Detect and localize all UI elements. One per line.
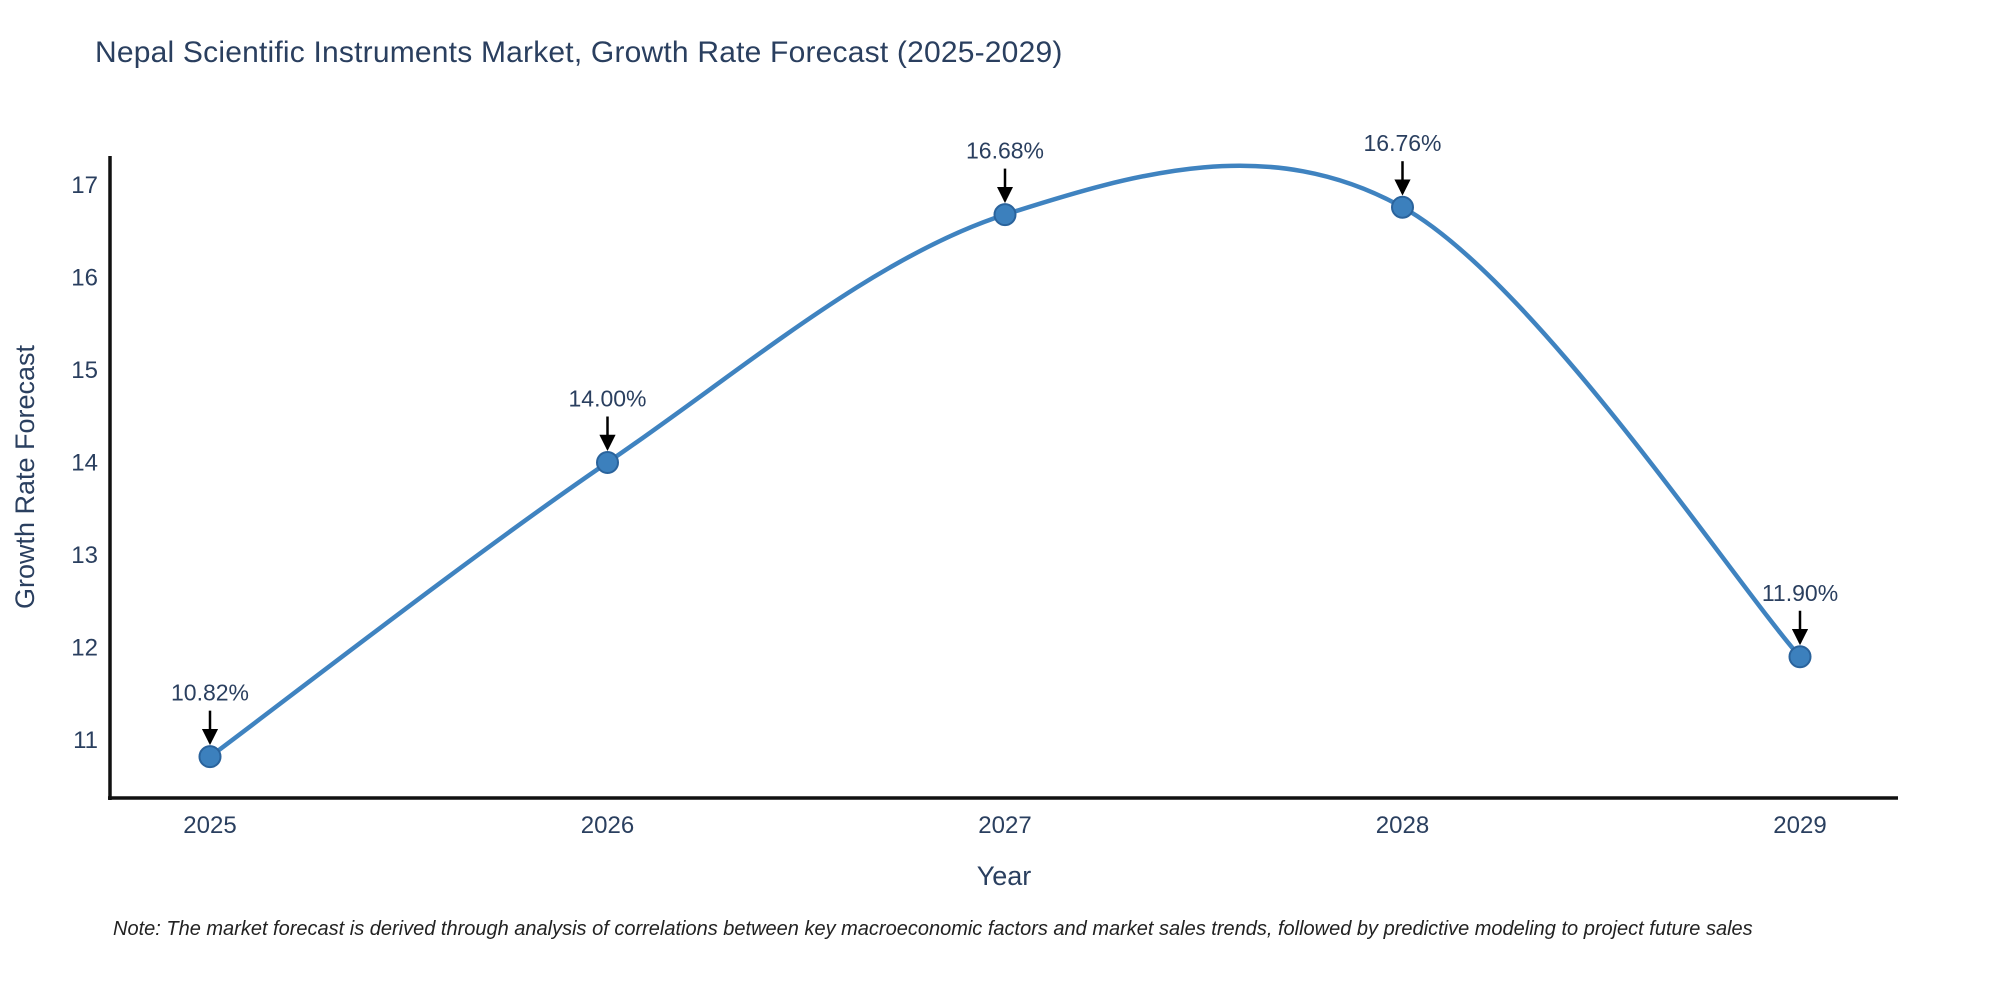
x-tick-label: 2027	[978, 812, 1031, 839]
point-value-label: 16.76%	[1363, 130, 1441, 156]
y-tick-label: 17	[71, 172, 98, 199]
data-point-marker[interactable]	[596, 451, 619, 474]
data-point-marker[interactable]	[1391, 195, 1414, 219]
data-point-marker[interactable]	[993, 203, 1017, 227]
data-point-marker[interactable]	[1788, 645, 1812, 669]
y-tick-label: 15	[71, 357, 98, 384]
y-tick-label: 13	[71, 542, 98, 569]
point-value-label: 14.00%	[568, 386, 646, 412]
x-tick-label: 2025	[183, 812, 236, 839]
y-axis-title: Growth Rate Forecast	[10, 344, 40, 609]
data-annotations: 10.82% 14.00% 16.68% 16.76% 11.90%	[171, 130, 1838, 746]
y-tick-label: 16	[71, 265, 98, 292]
forecast-line	[207, 163, 1803, 759]
point-value-label: 10.82%	[171, 680, 249, 706]
y-tick-label: 12	[71, 635, 98, 662]
x-tick-label: 2026	[581, 812, 634, 839]
footnote: Note: The market forecast is derived thr…	[113, 918, 1753, 940]
axes: 11 12 13 14 15 16 17 2025 2026 2027 2028 2029 Growth…	[10, 156, 1898, 891]
chart-title: Nepal Scientific Instruments Market, Gro…	[95, 36, 1063, 69]
data-point-marker[interactable]	[198, 745, 222, 769]
x-tick-label: 2028	[1376, 812, 1429, 839]
x-tick-label: 2029	[1773, 812, 1826, 839]
line-series	[198, 163, 1812, 769]
point-value-label: 11.90%	[1762, 580, 1838, 606]
y-tick-label: 11	[73, 727, 98, 754]
x-axis-title: Year	[977, 861, 1032, 891]
point-value-label: 16.68%	[966, 138, 1044, 164]
y-tick-label: 14	[71, 450, 98, 477]
